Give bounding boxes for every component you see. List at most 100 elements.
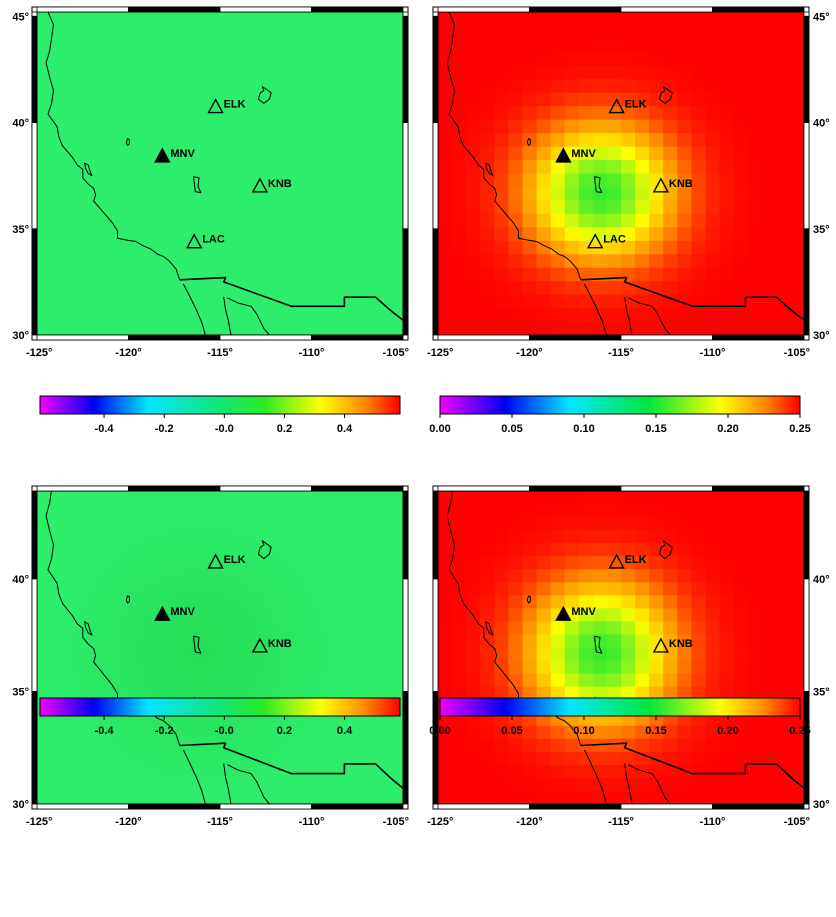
field-cell (733, 281, 749, 296)
station-marker-mnv[interactable] (555, 605, 572, 621)
field-cell (649, 738, 664, 753)
field-cell (677, 686, 692, 701)
field-cell (508, 569, 524, 583)
field-cell (747, 621, 763, 636)
field-cell (635, 530, 650, 544)
field-cell (747, 634, 763, 649)
field-cell (536, 79, 552, 94)
field-cell (705, 530, 721, 544)
field-cell (522, 133, 538, 148)
lat-tick-label: 45° (813, 11, 830, 23)
field-cell (775, 764, 791, 779)
field-cell (452, 686, 467, 701)
field-cell (705, 673, 721, 688)
field-cell (733, 160, 749, 175)
field-cell (564, 660, 580, 675)
field-cell (649, 790, 664, 804)
station-marker-elk[interactable] (207, 98, 224, 114)
field-cell (747, 65, 763, 80)
field-cell (691, 146, 707, 161)
field-cell (536, 106, 552, 121)
field-cell (550, 582, 566, 596)
field-cell (635, 790, 650, 804)
field-cell (606, 321, 622, 335)
field-cell (719, 294, 735, 309)
field-cell (719, 173, 735, 188)
station-marker-elk[interactable] (608, 98, 625, 114)
field-cell (705, 12, 721, 27)
field-cell (564, 504, 580, 518)
field-cell (522, 543, 538, 557)
station-marker-elk[interactable] (608, 553, 625, 569)
field-cell (522, 725, 538, 740)
bay-outline (84, 162, 93, 177)
field-cell (466, 281, 481, 296)
field-cell (508, 119, 524, 134)
field-cell (438, 517, 453, 531)
field-cell (480, 738, 495, 753)
field-cell (480, 227, 495, 242)
field-cell (550, 686, 566, 701)
field-cell (719, 634, 735, 649)
field-cell (719, 569, 735, 583)
field-cell (733, 556, 749, 570)
field-cell (466, 556, 481, 570)
field-cell (536, 634, 552, 649)
field-cell (494, 79, 509, 94)
field-cell (635, 25, 650, 40)
field-cell (480, 634, 495, 649)
station-marker-lac[interactable] (587, 233, 604, 249)
field-cell (719, 751, 735, 766)
field-cell (719, 621, 735, 636)
station-marker-mnv[interactable] (154, 605, 171, 621)
field-cell (789, 160, 804, 175)
field-cell (606, 227, 622, 242)
field-cell (536, 294, 552, 309)
colorbar-tick-label: 0.25 (789, 725, 810, 737)
field-cell (592, 582, 608, 596)
field-cell (480, 686, 495, 701)
field-cell (494, 240, 509, 255)
field-cell (621, 647, 636, 662)
field-cell (536, 52, 552, 67)
station-marker-knb[interactable] (251, 177, 269, 193)
field-cell (677, 160, 692, 175)
field-cell (550, 65, 566, 80)
field-cell (705, 725, 721, 740)
field-cell (663, 504, 678, 518)
field-cell (691, 65, 707, 80)
field-cell (606, 621, 622, 636)
field-cell (677, 119, 692, 134)
station-marker-knb[interactable] (652, 637, 670, 653)
field-cell (635, 556, 650, 570)
field-cell (719, 240, 735, 255)
station-marker-knb[interactable] (251, 637, 269, 653)
station-marker-mnv[interactable] (555, 147, 572, 163)
field-cell (606, 569, 622, 583)
station-label-elk: ELK (625, 554, 647, 566)
station-marker-elk[interactable] (207, 553, 224, 569)
field-cell (747, 200, 763, 215)
field-cell (719, 777, 735, 792)
field-cell (691, 517, 707, 531)
station-marker-knb[interactable] (652, 177, 670, 193)
field-cell (719, 52, 735, 67)
field-cell (789, 173, 804, 188)
field-cell (733, 517, 749, 531)
field-cell (733, 595, 749, 609)
field-cell (466, 38, 481, 53)
field-cell (649, 133, 664, 148)
field-cell (578, 321, 594, 335)
field-cell (649, 543, 664, 557)
field-cell (480, 38, 495, 53)
field-cell (592, 52, 608, 67)
field-cell (747, 686, 763, 701)
field-cell (494, 751, 509, 766)
field-cell (550, 660, 566, 675)
field-cell (550, 738, 566, 753)
field-cell (438, 294, 453, 309)
field-cell (747, 106, 763, 121)
station-marker-lac[interactable] (186, 233, 203, 249)
field-cell (677, 200, 692, 215)
station-marker-mnv[interactable] (154, 147, 171, 163)
